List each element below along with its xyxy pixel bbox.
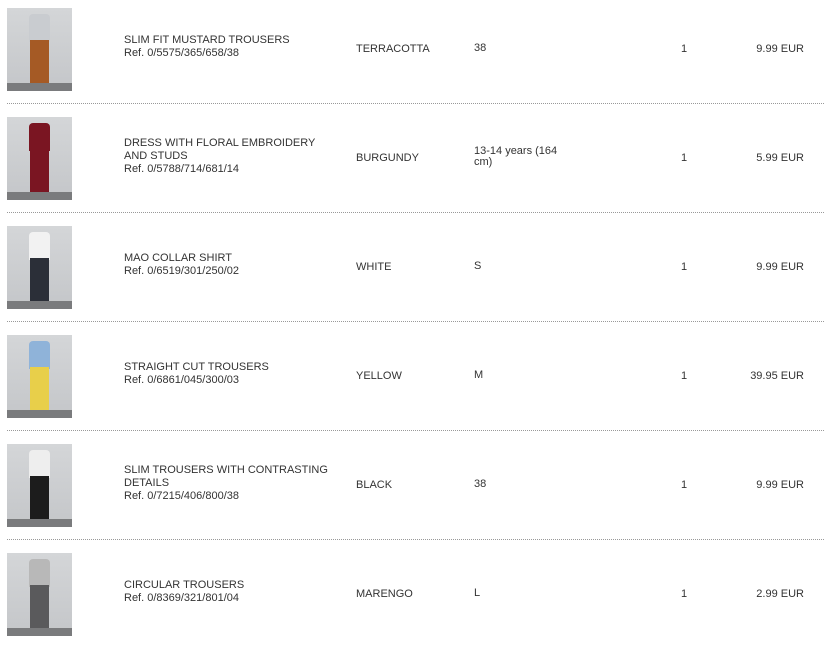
product-image[interactable]	[7, 8, 72, 91]
product-quantity: 1	[681, 43, 688, 55]
product-image[interactable]	[7, 117, 72, 200]
product-info: CIRCULAR TROUSERS Ref. 0/8369/321/801/04	[124, 579, 334, 605]
product-quantity: 1	[681, 152, 688, 164]
product-info: MAO COLLAR SHIRT Ref. 0/6519/301/250/02	[124, 252, 334, 278]
product-top-shape	[29, 14, 50, 42]
product-bottom-shape	[30, 258, 49, 302]
product-quantity: 1	[681, 588, 688, 600]
product-name[interactable]: SLIM TROUSERS WITH CONTRASTING DETAILS	[124, 464, 328, 489]
product-top-shape	[29, 559, 50, 587]
row-divider	[7, 430, 824, 431]
product-price: 2.99 EUR	[756, 588, 804, 600]
cart-item-row: MAO COLLAR SHIRT Ref. 0/6519/301/250/02 …	[0, 218, 824, 327]
product-bottom-shape	[30, 476, 49, 520]
product-floor	[7, 83, 72, 91]
product-image[interactable]	[7, 444, 72, 527]
product-floor	[7, 410, 72, 418]
product-floor	[7, 628, 72, 636]
row-divider	[7, 212, 824, 213]
product-floor	[7, 192, 72, 200]
product-image[interactable]	[7, 335, 72, 418]
product-top-shape	[29, 123, 50, 151]
product-ref: Ref. 0/8369/321/801/04	[124, 592, 239, 604]
product-name[interactable]: DRESS WITH FLORAL EMBROIDERY AND STUDS	[124, 137, 316, 162]
product-ref: Ref. 0/6861/045/300/03	[124, 374, 239, 386]
product-ref: Ref. 0/7215/406/800/38	[124, 490, 239, 502]
cart-item-row: DRESS WITH FLORAL EMBROIDERY AND STUDS R…	[0, 109, 824, 218]
cart-item-row: SLIM FIT MUSTARD TROUSERS Ref. 0/5575/36…	[0, 0, 824, 109]
product-image[interactable]	[7, 553, 72, 636]
product-price: 9.99 EUR	[756, 261, 804, 273]
product-size: 38	[474, 478, 487, 490]
product-top-shape	[29, 341, 50, 369]
product-color: BURGUNDY	[356, 152, 419, 164]
product-price: 9.99 EUR	[756, 479, 804, 491]
cart-item-row: CIRCULAR TROUSERS Ref. 0/8369/321/801/04…	[0, 545, 824, 654]
row-divider	[7, 103, 824, 104]
product-image[interactable]	[7, 226, 72, 309]
product-info: SLIM FIT MUSTARD TROUSERS Ref. 0/5575/36…	[124, 34, 334, 60]
product-ref: Ref. 0/5788/714/681/14	[124, 163, 239, 175]
product-bottom-shape	[30, 40, 49, 84]
product-color: WHITE	[356, 261, 392, 273]
product-name[interactable]: MAO COLLAR SHIRT	[124, 252, 232, 264]
product-info: STRAIGHT CUT TROUSERS Ref. 0/6861/045/30…	[124, 361, 334, 387]
product-bottom-shape	[30, 585, 49, 629]
product-info: SLIM TROUSERS WITH CONTRASTING DETAILS R…	[124, 464, 334, 503]
product-bottom-shape	[30, 367, 49, 411]
product-ref: Ref. 0/5575/365/658/38	[124, 47, 239, 59]
product-name[interactable]: STRAIGHT CUT TROUSERS	[124, 361, 269, 373]
product-color: TERRACOTTA	[356, 43, 430, 55]
product-floor	[7, 301, 72, 309]
product-quantity: 1	[681, 261, 688, 273]
product-color: MARENGO	[356, 588, 413, 600]
product-color: YELLOW	[356, 370, 402, 382]
product-ref: Ref. 0/6519/301/250/02	[124, 265, 239, 277]
product-top-shape	[29, 450, 50, 478]
row-divider	[7, 539, 824, 540]
product-name[interactable]: CIRCULAR TROUSERS	[124, 579, 245, 591]
cart-item-row: SLIM TROUSERS WITH CONTRASTING DETAILS R…	[0, 436, 824, 545]
product-price: 9.99 EUR	[756, 43, 804, 55]
product-bottom-shape	[30, 149, 49, 193]
product-size: 13-14 years (164 cm)	[474, 145, 558, 168]
product-quantity: 1	[681, 370, 688, 382]
product-size: S	[474, 260, 482, 272]
product-info: DRESS WITH FLORAL EMBROIDERY AND STUDS R…	[124, 137, 334, 176]
product-top-shape	[29, 232, 50, 260]
product-size: M	[474, 369, 484, 381]
product-name[interactable]: SLIM FIT MUSTARD TROUSERS	[124, 34, 290, 46]
row-divider	[7, 321, 824, 322]
product-price: 39.95 EUR	[750, 370, 804, 382]
cart-item-row: STRAIGHT CUT TROUSERS Ref. 0/6861/045/30…	[0, 327, 824, 436]
product-size: L	[474, 587, 481, 599]
product-quantity: 1	[681, 479, 688, 491]
product-floor	[7, 519, 72, 527]
product-color: BLACK	[356, 479, 393, 491]
product-size: 38	[474, 42, 487, 54]
product-price: 5.99 EUR	[756, 152, 804, 164]
